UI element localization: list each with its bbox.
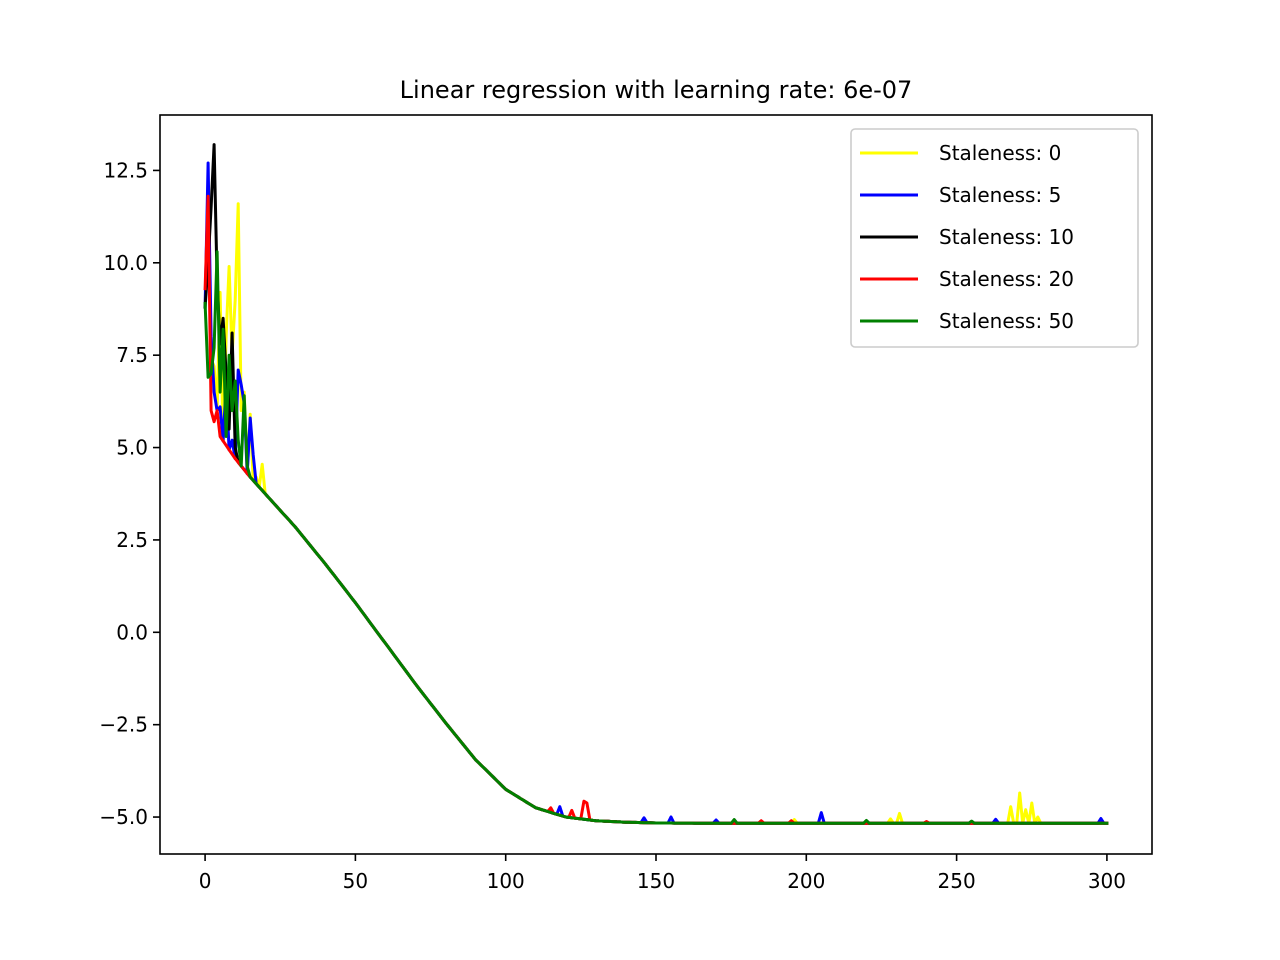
y-tick-label: −5.0 (99, 805, 148, 829)
x-tick-label: 100 (487, 869, 525, 893)
series-line-4 (203, 250, 1109, 825)
legend-label: Staleness: 10 (939, 225, 1074, 249)
x-tick-label: 300 (1088, 869, 1126, 893)
y-tick-label: 7.5 (116, 343, 148, 367)
x-tick-label: 50 (343, 869, 368, 893)
x-tick-label: 200 (787, 869, 825, 893)
y-tick-label: −2.5 (99, 713, 148, 737)
y-tick-label: 5.0 (116, 436, 148, 460)
x-tick-label: 0 (199, 869, 212, 893)
y-tick-label: 12.5 (103, 158, 148, 182)
legend-box (850, 128, 1139, 348)
y-tick-label: 10.0 (103, 251, 148, 275)
x-tick-label: 150 (637, 869, 675, 893)
legend-label: Staleness: 20 (939, 267, 1074, 291)
y-tick-label: 2.5 (116, 528, 148, 552)
legend: Staleness: 0 Staleness: 5 Staleness: 10 Sta… (850, 128, 1139, 348)
legend-label: Staleness: 50 (939, 309, 1074, 333)
legend-label: Staleness: 5 (939, 183, 1061, 207)
series-layer (203, 143, 1109, 825)
legend-label: Staleness: 0 (939, 141, 1061, 165)
x-tick-label: 250 (938, 869, 976, 893)
y-tick-label: 0.0 (116, 620, 148, 644)
chart-title: Linear regression with learning rate: 6e… (400, 76, 913, 104)
axes-layer: 0 50 100 150 200 250 300 −5.0 −2.5 0.0 2.5 5.0 7.5 10… (99, 158, 1126, 893)
